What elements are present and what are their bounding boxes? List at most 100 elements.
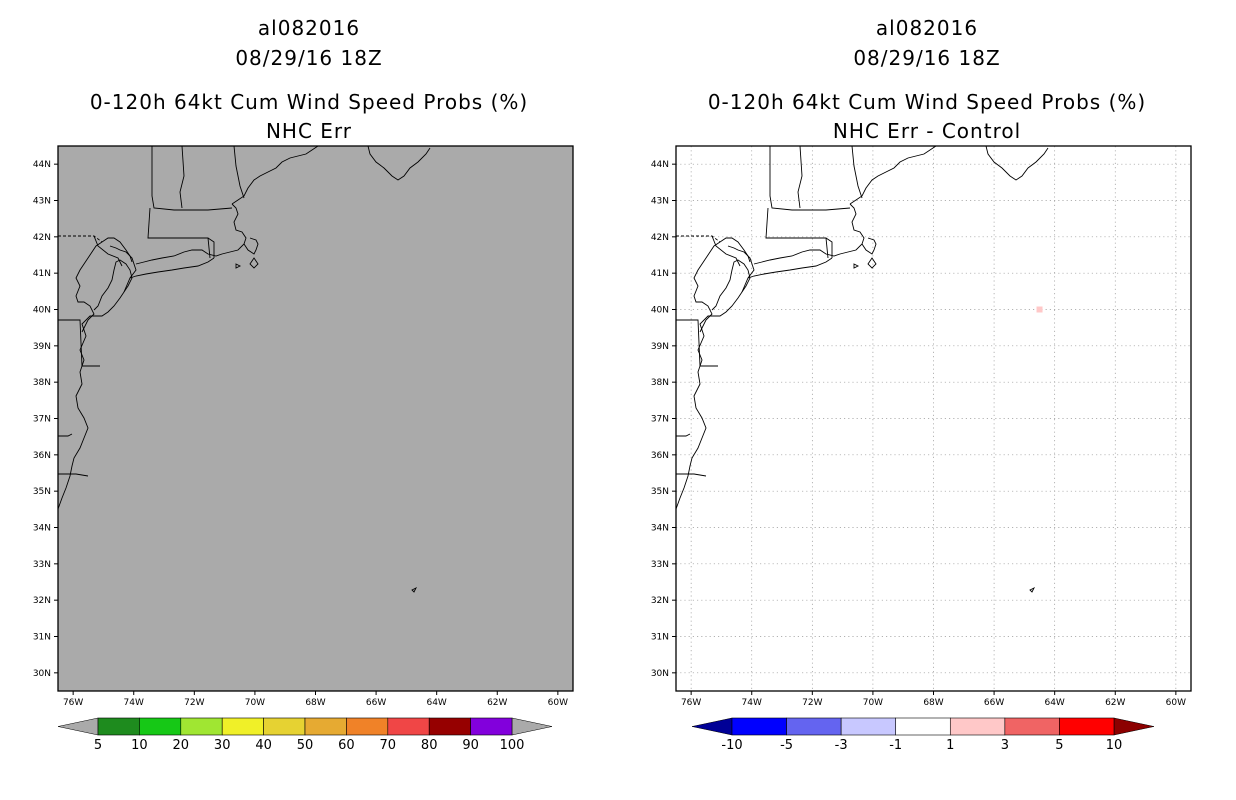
lat-tick-label: 31N xyxy=(33,633,51,643)
lat-tick-label: 30N xyxy=(651,669,669,679)
coastline xyxy=(849,145,937,205)
lon-tick-label: 64W xyxy=(1044,698,1064,708)
map-background xyxy=(58,146,573,691)
coastline xyxy=(867,257,877,269)
lon-tick-label: 62W xyxy=(1105,698,1125,708)
colorbar-swatch xyxy=(1059,717,1115,736)
lat-tick-label: 43N xyxy=(33,197,51,207)
coastline xyxy=(985,145,1049,181)
coastline xyxy=(249,257,259,269)
lat-tick-label: 34N xyxy=(33,524,51,534)
colorbar-label: -10 xyxy=(721,738,742,753)
state-border xyxy=(151,146,233,211)
colorbar-swatch xyxy=(180,717,223,736)
colorbar-label: 100 xyxy=(500,738,525,753)
lat-tick-label: 33N xyxy=(33,560,51,570)
lat-tick-label: 39N xyxy=(651,342,669,352)
subtitle: NHC Err xyxy=(265,119,353,143)
state-border xyxy=(797,145,803,209)
storm-id-title: al082016 xyxy=(257,16,361,40)
coastline xyxy=(411,586,418,593)
coastline xyxy=(109,245,137,293)
lon-tick-label: 68W xyxy=(923,698,943,708)
colorbar-label: 80 xyxy=(421,738,438,753)
colorbar-label: -1 xyxy=(889,738,902,753)
colorbar-swatch xyxy=(387,717,430,736)
lat-tick-label: 36N xyxy=(33,451,51,461)
state-border xyxy=(147,207,211,259)
colorbar-swatch xyxy=(786,717,842,736)
lat-tick-label: 31N xyxy=(651,633,669,643)
lon-tick-label: 72W xyxy=(184,698,204,708)
colorbar-label: 10 xyxy=(1106,738,1123,753)
state-border xyxy=(676,319,718,367)
lat-tick-label: 38N xyxy=(651,378,669,388)
lat-tick-label: 32N xyxy=(33,596,51,606)
state-border xyxy=(676,433,691,437)
lat-tick-label: 43N xyxy=(651,197,669,207)
lat-tick-label: 35N xyxy=(651,487,669,497)
lon-tick-label: 64W xyxy=(426,698,446,708)
lat-tick-label: 33N xyxy=(651,560,669,570)
coastline xyxy=(753,203,865,265)
lat-tick-label: 42N xyxy=(651,233,669,243)
lat-tick-label: 42N xyxy=(33,233,51,243)
datetime-title: 08/29/16 18Z xyxy=(235,46,383,70)
coastline xyxy=(747,257,833,279)
storm-id-title: al082016 xyxy=(875,16,979,40)
coastline xyxy=(853,263,860,269)
state-border xyxy=(179,145,185,209)
lat-tick-label: 44N xyxy=(651,160,669,170)
colorbar-label: 90 xyxy=(462,738,479,753)
lon-tick-label: 60W xyxy=(548,698,568,708)
state-border xyxy=(765,207,829,259)
lon-tick-label: 60W xyxy=(1166,698,1186,708)
colorbar-label: 70 xyxy=(380,738,397,753)
lon-tick-label: 66W xyxy=(984,698,1004,708)
lon-tick-label: 68W xyxy=(305,698,325,708)
colorbar-swatch xyxy=(895,717,951,736)
colorbar-low-arrow xyxy=(691,717,733,736)
colorbar-swatch xyxy=(470,717,513,736)
colorbar-swatch xyxy=(221,717,264,736)
colorbar-label: 10 xyxy=(131,738,148,753)
colorbar-swatch xyxy=(139,717,182,736)
state-border xyxy=(58,319,100,367)
colorbar-label: 5 xyxy=(1055,738,1063,753)
colorbar-label: 30 xyxy=(214,738,231,753)
colorbar-swatch xyxy=(1004,717,1060,736)
colorbar-label: 3 xyxy=(1001,738,1009,753)
lat-tick-label: 40N xyxy=(33,306,51,316)
colorbar: 5 10 20 30 40 50 60 70 80 90 100 xyxy=(57,717,553,753)
lat-tick-label: 41N xyxy=(33,269,51,279)
colorbar-swatch xyxy=(428,717,471,736)
colorbar-swatch xyxy=(346,717,389,736)
coastline xyxy=(235,263,242,269)
colorbar-high-arrow xyxy=(1113,717,1155,736)
coastline xyxy=(367,145,431,181)
map-figure: 44N 43N 42N 41N 40N 39N 38N 37N 36N 35N 34N 33N 32N 3… xyxy=(33,145,574,753)
state-border xyxy=(207,237,215,258)
state-border xyxy=(676,473,707,477)
datetime-title: 08/29/16 18Z xyxy=(853,46,1001,70)
colorbar-label: 60 xyxy=(338,738,355,753)
lon-tick-label: 74W xyxy=(124,698,144,708)
state-border xyxy=(93,235,123,267)
map-figure: 44N 43N 42N 41N 40N 39N 38N 37N 36N 35N 34N 33N 32N 3… xyxy=(651,145,1192,753)
coastline xyxy=(675,259,751,510)
coastline xyxy=(693,237,751,333)
lat-tick-label: 40N xyxy=(651,306,669,316)
product-title: 0-120h 64kt Cum Wind Speed Probs (%) xyxy=(707,90,1147,114)
panel-nhc-err: al082016 08/29/16 18Z 0-120h 64kt Cum Wi… xyxy=(33,16,574,753)
product-title: 0-120h 64kt Cum Wind Speed Probs (%) xyxy=(89,90,529,114)
coastline xyxy=(727,245,755,293)
colorbar-swatch xyxy=(97,717,140,736)
lat-tick-label: 44N xyxy=(33,160,51,170)
colorbar-swatch xyxy=(949,717,1006,736)
lon-tick-label: 76W xyxy=(63,698,83,708)
lon-tick-label: 66W xyxy=(366,698,386,708)
panel-nhc-err-control: al082016 08/29/16 18Z 0-120h 64kt Cum Wi… xyxy=(618,0,1236,800)
anomaly-point xyxy=(1036,306,1043,313)
state-border xyxy=(233,145,245,199)
colorbar-label: 1 xyxy=(946,738,954,753)
